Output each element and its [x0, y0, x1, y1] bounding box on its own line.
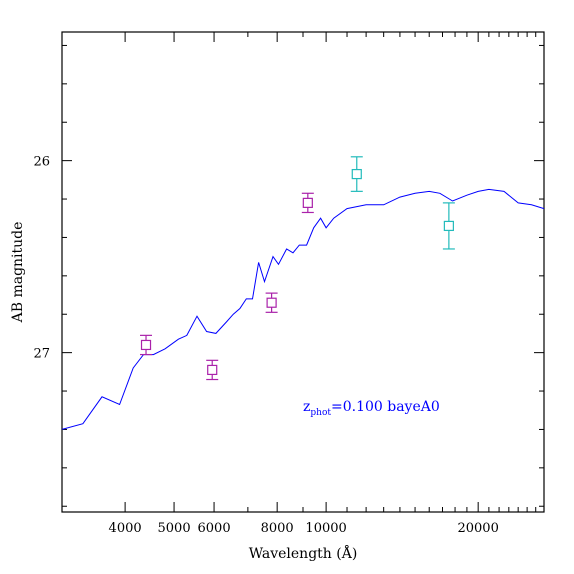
sed-model-line [61, 188, 545, 430]
x-tick-label: 4000 [109, 521, 142, 536]
data-marker [443, 220, 454, 232]
x-tick-label: 5000 [158, 521, 191, 536]
x-tick-label: 8000 [261, 521, 294, 536]
photometry-point [301, 192, 314, 214]
photometry-point [265, 292, 278, 313]
annotation-suffix: =0.100 bayeA0 [331, 399, 440, 415]
photo-z-annotation: zphot=0.100 bayeA0 [303, 399, 440, 418]
x-tick-label: 6000 [198, 521, 231, 536]
y-tick-label: 26 [33, 155, 50, 170]
photometry-point [350, 156, 363, 192]
data-marker [140, 339, 152, 351]
photometry-point [140, 334, 153, 356]
data-marker [266, 297, 277, 308]
plot-frame [61, 31, 545, 513]
y-tick-label: 27 [33, 347, 50, 362]
series-layer [61, 156, 545, 430]
axis-labels: Wavelength (Å) AB magnitude zphot=0.100 … [10, 222, 440, 562]
x-tick-label: 10000 [305, 521, 346, 536]
photometry-point [442, 202, 455, 250]
x-tick-label: 20000 [457, 521, 498, 536]
data-marker [351, 168, 362, 180]
y-axis-label: AB magnitude [10, 222, 26, 324]
plot-frame-group [61, 31, 545, 513]
axis-ticks: 4000 5000 6000 8000 10000 20000 26 27 [33, 32, 545, 536]
x-axis-label: Wavelength (Å) [249, 544, 358, 562]
photometry-point [206, 359, 219, 381]
data-marker [207, 364, 218, 376]
data-marker [302, 197, 313, 208]
annotation-subscript: phot [310, 408, 331, 418]
annotation-prefix: z [303, 399, 310, 415]
